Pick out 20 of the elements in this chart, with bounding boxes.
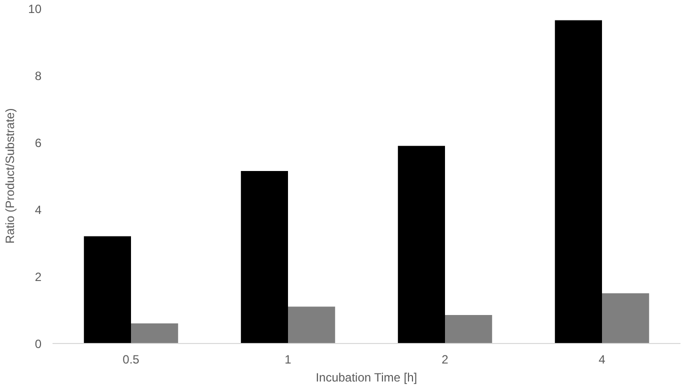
x-tick-label: 2: [442, 352, 449, 366]
y-tick-label: 6: [34, 136, 42, 150]
y-tick-label: 2: [34, 270, 42, 284]
bar: [131, 323, 178, 344]
bar: [240, 170, 288, 344]
x-tick-label: 4: [598, 352, 606, 366]
bar: [288, 306, 336, 344]
x-tick-label: 0.5: [122, 352, 140, 366]
x-tick-label: 1: [284, 352, 292, 366]
y-tick-label: 8: [34, 69, 42, 83]
y-tick-label: 10: [28, 2, 42, 16]
y-tick-label: 4: [34, 203, 42, 217]
y-tick-label: 0: [34, 337, 42, 351]
bar: [445, 315, 492, 344]
bar: [398, 146, 445, 344]
bar: [602, 293, 650, 344]
y-axis-title: Ratio (Product/Substrate): [3, 108, 18, 244]
bar: [84, 236, 131, 344]
x-axis-title: Incubation Time [h]: [316, 370, 418, 384]
bar: [554, 20, 602, 344]
